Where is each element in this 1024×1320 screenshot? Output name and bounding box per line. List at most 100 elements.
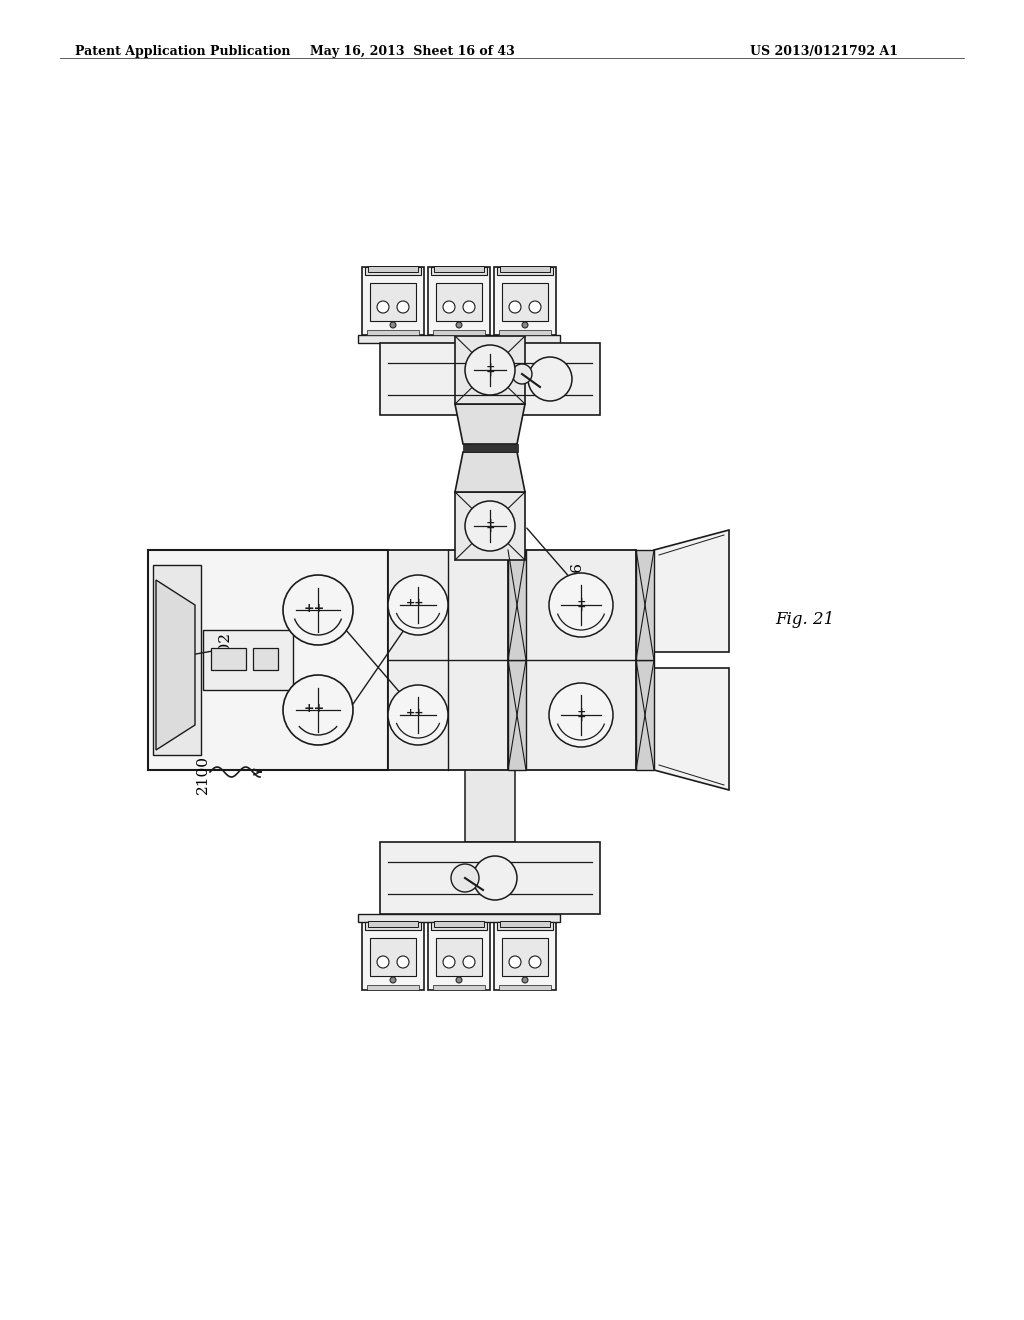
Circle shape [283, 576, 353, 645]
Bar [388, 550, 508, 770]
Bar [500, 267, 550, 272]
Bar [433, 330, 485, 335]
Text: 2104: 2104 [319, 701, 334, 739]
Bar [465, 760, 515, 842]
Polygon shape [654, 668, 729, 789]
Circle shape [512, 364, 532, 384]
Bar [211, 648, 246, 671]
Bar [499, 985, 551, 990]
Bar [365, 921, 421, 931]
Circle shape [463, 956, 475, 968]
Text: 2104: 2104 [295, 581, 309, 619]
Bar [370, 282, 416, 321]
Bar [380, 343, 600, 414]
Bar [508, 660, 526, 770]
Bar [636, 550, 654, 660]
Bar [465, 414, 515, 560]
Bar [436, 282, 482, 321]
Text: ++: ++ [303, 701, 325, 714]
Polygon shape [156, 579, 195, 750]
Circle shape [388, 576, 449, 635]
Text: Fig. 21: Fig. 21 [775, 611, 835, 628]
Text: ++: ++ [406, 708, 424, 718]
Text: ‡: ‡ [486, 519, 494, 533]
Bar [370, 939, 416, 975]
Circle shape [443, 301, 455, 313]
Bar [367, 330, 419, 335]
Circle shape [456, 977, 462, 983]
Circle shape [509, 956, 521, 968]
Circle shape [397, 301, 409, 313]
Bar [367, 985, 419, 990]
Circle shape [529, 301, 541, 313]
Text: ‡: ‡ [486, 363, 494, 378]
Text: 2100: 2100 [196, 755, 210, 795]
Bar [508, 550, 526, 660]
Bar [368, 921, 418, 927]
Bar [434, 921, 484, 927]
Text: Patent Application Publication: Patent Application Publication [75, 45, 291, 58]
Polygon shape [654, 531, 729, 652]
Bar [431, 921, 487, 931]
Circle shape [465, 345, 515, 395]
Text: 2106: 2106 [570, 561, 584, 599]
Bar [153, 565, 201, 755]
Circle shape [522, 977, 528, 983]
Bar [433, 985, 485, 990]
Bar [365, 267, 421, 275]
Circle shape [283, 675, 353, 744]
Bar [494, 267, 556, 335]
Text: US 2013/0121792 A1: US 2013/0121792 A1 [750, 45, 898, 58]
Text: 2102: 2102 [218, 631, 232, 669]
Bar [499, 330, 551, 335]
Bar [497, 921, 553, 931]
Circle shape [390, 977, 396, 983]
Bar [428, 267, 490, 335]
Bar [431, 267, 487, 275]
Bar [368, 267, 418, 272]
Bar [636, 660, 654, 770]
Bar [500, 921, 550, 927]
Text: ‡: ‡ [578, 708, 585, 722]
Circle shape [377, 301, 389, 313]
Bar [502, 939, 548, 975]
Bar [434, 267, 484, 272]
Bar [526, 550, 636, 770]
Bar [502, 282, 548, 321]
Circle shape [465, 502, 515, 550]
Text: May 16, 2013  Sheet 16 of 43: May 16, 2013 Sheet 16 of 43 [309, 45, 514, 58]
Bar [362, 267, 424, 335]
Circle shape [522, 322, 528, 327]
Circle shape [451, 865, 479, 892]
Text: ++: ++ [303, 602, 325, 615]
Circle shape [473, 855, 517, 900]
Bar [358, 913, 560, 921]
Circle shape [549, 682, 613, 747]
Bar [148, 550, 388, 770]
Circle shape [390, 322, 396, 327]
Text: ++: ++ [406, 598, 424, 609]
Circle shape [456, 322, 462, 327]
Text: ‡: ‡ [578, 598, 585, 612]
Bar [253, 648, 278, 671]
Polygon shape [455, 404, 525, 444]
Bar [463, 444, 518, 451]
Bar [497, 267, 553, 275]
Bar [455, 337, 525, 404]
Circle shape [509, 301, 521, 313]
Circle shape [377, 956, 389, 968]
Circle shape [443, 956, 455, 968]
Circle shape [528, 356, 572, 401]
Circle shape [529, 956, 541, 968]
Circle shape [388, 685, 449, 744]
Bar [494, 921, 556, 990]
Polygon shape [455, 451, 525, 492]
Circle shape [549, 573, 613, 638]
Bar [358, 335, 560, 343]
Bar [362, 921, 424, 990]
Bar [455, 492, 525, 560]
Circle shape [397, 956, 409, 968]
Bar [203, 630, 293, 690]
Bar [380, 842, 600, 913]
Circle shape [463, 301, 475, 313]
